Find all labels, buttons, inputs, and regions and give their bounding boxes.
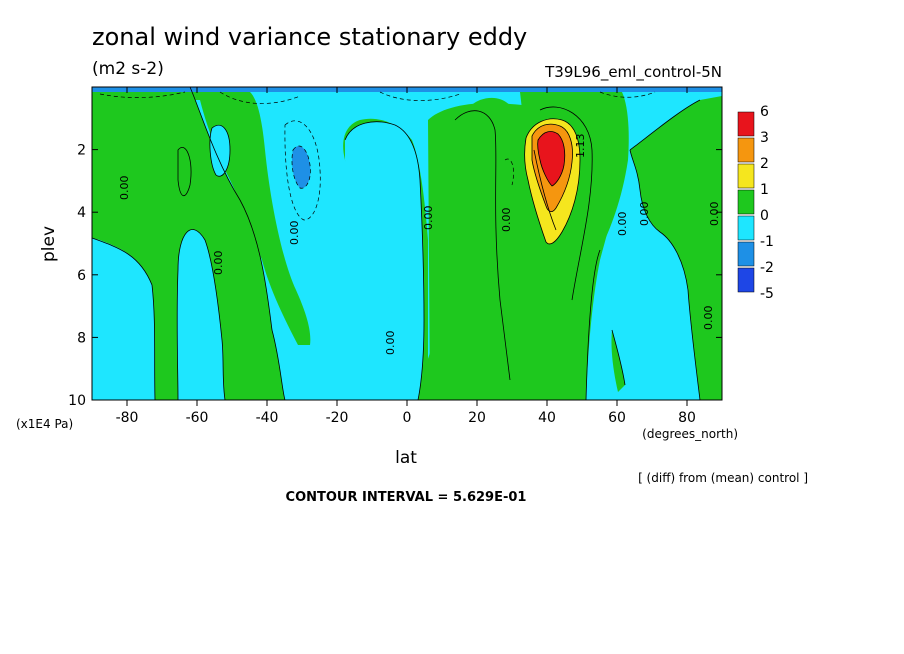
y-tick-label: 10	[68, 393, 86, 409]
y-tick-label: 6	[77, 268, 86, 284]
contour-lines	[92, 87, 701, 400]
contour-label: 0.00	[118, 176, 131, 201]
contour-label: 0.00	[212, 251, 225, 276]
contour-label: 0.00	[616, 212, 629, 237]
colorbar-swatch	[737, 163, 755, 189]
y-tick-label: 4	[77, 205, 86, 221]
colorbar-label: 6	[760, 104, 769, 120]
region-cyan-tropic-gap	[345, 121, 424, 400]
contour-label: 0.00	[702, 306, 715, 331]
x-tick-label: -60	[186, 410, 209, 426]
diff-note: [ (diff) from (mean) control ]	[638, 471, 808, 485]
region-green-sh-band	[92, 92, 311, 345]
region-cyan-sh-pocket	[209, 125, 230, 177]
x-tick-label: -80	[116, 410, 139, 426]
region-green-sh-polar	[92, 87, 285, 400]
contour-label: 0.00	[500, 208, 513, 233]
plot-area: 0.00 0.00 0.00 0.00 0.00 0.00 0.00 0.00 …	[91, 86, 723, 401]
units-label: (m2 s-2)	[92, 59, 164, 79]
contour-label-group: 0.00 0.00 0.00 0.00 0.00 0.00 0.00 0.00 …	[118, 134, 721, 356]
colorbar-swatch	[737, 241, 755, 267]
x-tick-label: 60	[608, 410, 626, 426]
y-axis-label: plev	[39, 226, 59, 262]
x-tick-label: 0	[403, 410, 412, 426]
x-axis-units: (degrees_north)	[642, 427, 738, 441]
colorbar-label: 3	[760, 130, 769, 146]
colorbar-swatch	[737, 111, 755, 137]
region-neg2-pocket	[291, 145, 311, 189]
colorbar-swatch	[737, 137, 755, 163]
filled-contours	[92, 87, 722, 400]
colorbar-label: -1	[760, 234, 774, 250]
y-tick-label: 2	[77, 143, 86, 159]
contour-label: 0.00	[422, 206, 435, 231]
colorbar-label: 2	[760, 156, 769, 172]
contour-label: 0.00	[638, 202, 651, 227]
chart-title: zonal wind variance stationary eddy	[92, 23, 527, 51]
contour-label: 0.00	[384, 331, 397, 356]
colorbar-label: -2	[760, 260, 774, 276]
x-tick-label: 40	[538, 410, 556, 426]
experiment-label: T39L96_eml_control-5N	[544, 63, 722, 82]
y-tick-label: 8	[77, 330, 86, 346]
contour-label: 1.13	[574, 134, 587, 159]
region-pos3	[537, 131, 565, 186]
colorbar-label: -5	[760, 286, 774, 302]
x-axis-label: lat	[395, 448, 417, 468]
x-axis: -80 -60 -40 -20 0 20 40 60 80	[116, 87, 696, 426]
contour-label: 0.00	[708, 202, 721, 227]
colorbar-label: 0	[760, 208, 769, 224]
x-tick-label: 80	[678, 410, 696, 426]
y-axis-units: (x1E4 Pa)	[16, 417, 73, 431]
x-tick-label: 20	[468, 410, 486, 426]
contour-interval: CONTOUR INTERVAL = 5.629E-01	[286, 490, 527, 505]
colorbar-label: 1	[760, 182, 769, 198]
contour-label: 0.00	[288, 221, 301, 246]
x-tick-label: -40	[256, 410, 279, 426]
colorbar: 6 3 2 1 0 -1 -2 -5	[737, 104, 774, 302]
colorbar-swatch	[737, 215, 755, 241]
x-tick-label: -20	[326, 410, 349, 426]
region-green-np-tongue	[611, 330, 625, 392]
colorbar-swatch	[737, 189, 755, 215]
colorbar-swatch	[737, 267, 755, 293]
negative-contours	[99, 91, 656, 221]
region-green-np	[630, 96, 722, 400]
y-axis: 2 4 6 8 10	[68, 143, 722, 409]
